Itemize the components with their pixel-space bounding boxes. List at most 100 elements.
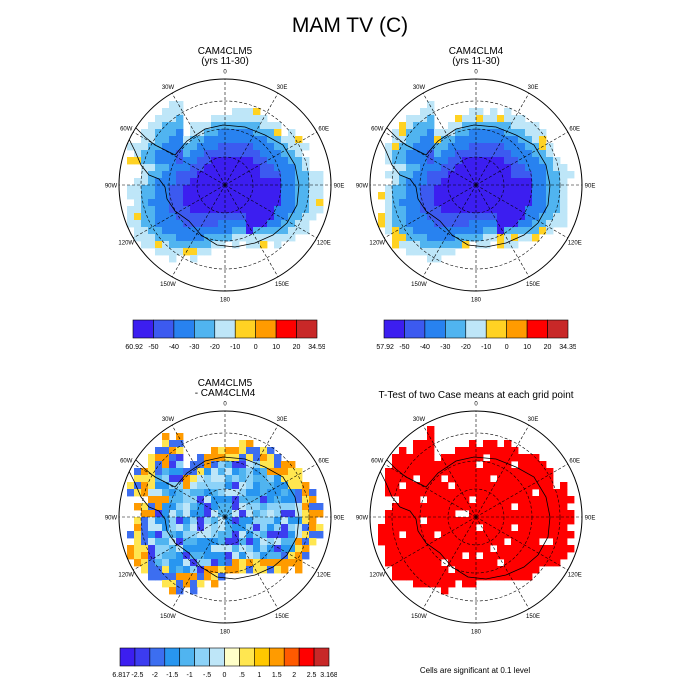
colorbar-label: -57.92	[376, 344, 394, 351]
colorbar-label: 0	[223, 672, 227, 679]
panel-4-title: T-Test of two Case means at each grid po…	[356, 391, 596, 401]
longitude-label: 120E	[317, 241, 331, 247]
longitude-label: 30E	[277, 85, 288, 91]
panel-2-title-line1: CAM4CLM4	[448, 46, 504, 57]
longitude-label: 90W	[105, 516, 118, 522]
colorbar-swatch	[209, 647, 225, 667]
longitude-label: 90E	[334, 184, 345, 190]
panel-1-title: CAM4CLM5 (yrs 11-30)	[150, 47, 300, 67]
colorbar-swatch	[164, 647, 181, 667]
colorbar-swatch	[179, 647, 195, 667]
longitude-label: 150E	[275, 614, 289, 620]
polar-map-ttest: 0 30E 60E 90E 120E 150E 180 150W 120W 90W 60W 30W	[356, 402, 596, 636]
panel-1-title-line2: (yrs 11-30)	[201, 56, 249, 67]
longitude-label: 150W	[160, 282, 176, 288]
colorbar-label: -2.5	[131, 672, 143, 679]
longitude-label: 120W	[118, 573, 134, 579]
polar-map-cam4clm5: 0 30E 60E 90E 120E 150E 180 150W 120W 90W 60W 30W	[105, 70, 345, 304]
colorbar-label: 1.5	[272, 672, 282, 679]
colorbar-label: 2	[292, 672, 296, 679]
colorbar-swatch	[506, 319, 528, 339]
longitude-label: 120E	[568, 241, 582, 247]
colorbar-label: -40	[169, 344, 179, 351]
colorbar-swatch	[239, 647, 255, 667]
colorbar-label: 20	[544, 344, 552, 351]
colorbar-swatch	[214, 319, 236, 339]
colorbar-swatch	[275, 319, 297, 339]
colorbar-label: -10	[230, 344, 240, 351]
colorbar-swatch	[119, 647, 136, 667]
colorbar-label: 0	[505, 344, 509, 351]
colorbar-label: -20	[210, 344, 220, 351]
colorbar-swatch	[445, 319, 467, 339]
longitude-label: 0	[223, 402, 227, 408]
longitude-label: 90W	[356, 184, 369, 190]
longitude-label: 120W	[118, 241, 134, 247]
colorbar-label: -50	[148, 344, 158, 351]
longitude-label: 0	[474, 402, 478, 408]
longitude-label: 180	[220, 630, 231, 636]
longitude-label: 150E	[275, 282, 289, 288]
longitude-label: 180	[220, 298, 231, 304]
longitude-label: 60W	[120, 127, 133, 133]
colorbar-swatch	[313, 647, 330, 667]
panel-2-title: CAM4CLM4 (yrs 11-30)	[401, 47, 551, 67]
colorbar-swatch	[134, 647, 151, 667]
longitude-label: 60W	[371, 459, 384, 465]
colorbar-swatch	[194, 319, 216, 339]
longitude-label: 180	[471, 298, 482, 304]
colorbar-label: -20	[461, 344, 471, 351]
panel-3-title-line2: - CAM4CLM4	[194, 388, 256, 399]
colorbar-swatch	[254, 647, 270, 667]
colorbar-label: 34.59	[308, 344, 325, 351]
panel-3-title-line1: CAM4CLM5	[197, 378, 253, 389]
longitude-label: 30W	[162, 417, 175, 423]
longitude-label: 60E	[569, 459, 580, 465]
colorbar-label: 20	[293, 344, 301, 351]
panel-1-title-line1: CAM4CLM5	[197, 46, 253, 57]
page-title: MAM TV (C)	[291, 14, 409, 37]
colorbar-label: 34.35	[559, 344, 576, 351]
colorbar-swatch	[149, 647, 166, 667]
longitude-label: 180	[471, 630, 482, 636]
longitude-label: 30E	[528, 417, 539, 423]
colorbar-swatch	[132, 319, 154, 339]
longitude-label: 150E	[526, 614, 540, 620]
colorbar-swatch	[296, 319, 318, 339]
longitude-label: 60E	[318, 127, 329, 133]
colorbar-label: -30	[440, 344, 450, 351]
longitude-label: 120W	[369, 241, 385, 247]
longitude-label: 30W	[413, 417, 426, 423]
colorbar-swatch	[255, 319, 277, 339]
colorbar-swatch	[547, 319, 569, 339]
colorbar-label: .5	[239, 672, 245, 679]
colorbar-label: -40	[420, 344, 430, 351]
colorbar-label: -50	[399, 344, 409, 351]
colorbar-swatch	[283, 647, 300, 667]
longitude-label: 30E	[277, 417, 288, 423]
colorbar-swatch	[268, 647, 285, 667]
colorbar-label: -30	[189, 344, 199, 351]
longitude-label: 150W	[411, 614, 427, 620]
panel-3-title: CAM4CLM5 - CAM4CLM4	[150, 379, 300, 399]
colorbar-swatch	[404, 319, 426, 339]
colorbar-label: 10	[272, 344, 280, 351]
colorbar-swatch	[224, 647, 240, 667]
longitude-label: 30W	[162, 85, 175, 91]
longitude-label: 150E	[526, 282, 540, 288]
colorbar-cam4clm4: -57.92 -50 -40 -30 -20 -10 0 10 20 34.35	[376, 319, 576, 351]
colorbar-cam4clm5: -60.92 -50 -40 -30 -20 -10 0 10 20 34.59	[125, 319, 325, 351]
longitude-label: 0	[474, 70, 478, 76]
colorbar-swatch	[173, 319, 195, 339]
panel-2-title-line2: (yrs 11-30)	[452, 56, 500, 67]
longitude-label: 150W	[160, 614, 176, 620]
longitude-label: 150W	[411, 282, 427, 288]
longitude-label: 90W	[105, 184, 118, 190]
colorbar-swatch	[465, 319, 487, 339]
longitude-label: 60E	[569, 127, 580, 133]
longitude-label: 90E	[585, 516, 596, 522]
longitude-label: 90E	[585, 184, 596, 190]
colorbar-label: 1	[257, 672, 261, 679]
longitude-label: 120E	[317, 573, 331, 579]
longitude-label: 60E	[318, 459, 329, 465]
